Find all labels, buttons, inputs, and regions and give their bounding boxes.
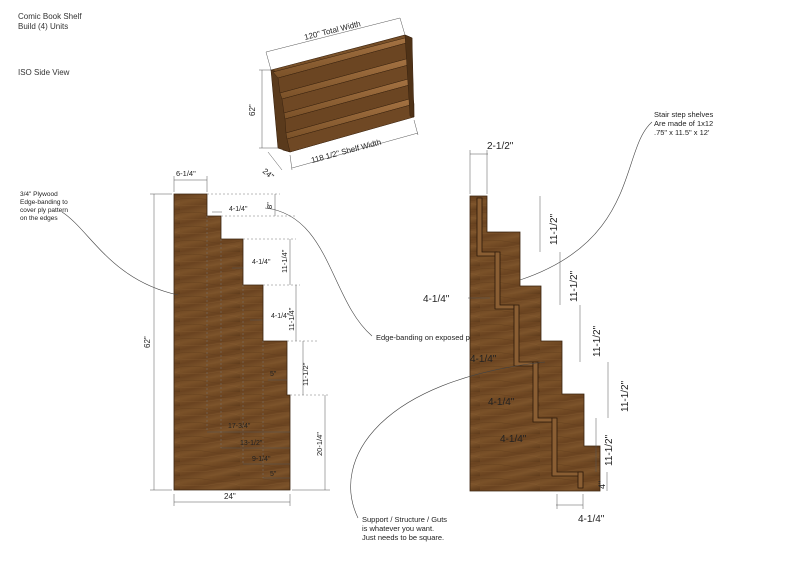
overall-height-label: 62" — [143, 336, 152, 348]
plywood-note-line-3: cover ply pattern — [20, 207, 68, 214]
structure-panel — [469, 195, 601, 492]
view-label: ISO Side View — [18, 68, 70, 77]
shelf-depth-label-4: 4-1/4" — [500, 434, 527, 445]
support-note-leader — [350, 361, 546, 519]
run-17-label: 17-3/4" — [228, 423, 251, 430]
title-line-2: Build (4) Units — [18, 22, 69, 31]
left-side-view: 3/4" Plywood Edge-banding to cover ply p… — [20, 169, 330, 506]
run-13-label: 13-1/2" — [240, 440, 263, 447]
step2-rise-label: 11-1/4" — [280, 249, 289, 273]
bottom-rise-label: 4" — [597, 481, 607, 489]
step4-depth-label: 5" — [270, 371, 277, 378]
support-note: Support / Structure / Guts is whatever y… — [362, 515, 449, 542]
right-side-view: 2-1/2" 11-1/2" 11-1/2" 11-1/2" 11-1/2" 1… — [350, 110, 715, 542]
top-width-label: 6-1/4" — [176, 169, 196, 178]
support-note-line-1: Support / Structure / Guts — [362, 515, 447, 524]
plywood-note-line-2: Edge-banding to — [20, 199, 68, 206]
shelf-depth-label-1: 4-1/4" — [423, 294, 450, 305]
shelf-depth-label-2: 4-1/4" — [470, 354, 497, 365]
run-9-label: 9-1/4" — [252, 456, 271, 463]
support-note-line-3: Just needs to be square. — [362, 533, 444, 542]
bottom-depth-label: 4-1/4" — [578, 514, 605, 525]
title-block: Comic Book Shelf Build (4) Units — [18, 12, 82, 32]
edge-banding-note: Edge-banding on exposed ply edges — [376, 333, 498, 342]
title-line-1: Comic Book Shelf — [18, 12, 82, 21]
support-note-line-2: is whatever you want. — [362, 524, 434, 533]
run-5-label: 5" — [270, 471, 277, 478]
plywood-note-line-4: on the edges — [20, 215, 58, 222]
bottom-width-label: 24" — [224, 492, 236, 501]
rise-label-5: 11-1/2" — [604, 434, 615, 466]
shelf-note-line-3: .75" x 11.5" x 12' — [654, 128, 710, 137]
rise-label-3: 11-1/2" — [592, 325, 603, 357]
base-rise-label: 20-1/4" — [315, 432, 324, 456]
iso-depth: 24" — [261, 167, 276, 182]
shelf-note: Stair step shelves Are made of 1x12 .75"… — [654, 110, 715, 137]
step4-rise-label: 11-1/2" — [301, 362, 310, 386]
rise-label-2: 11-1/2" — [569, 270, 580, 302]
plywood-note: 3/4" Plywood Edge-banding to cover ply p… — [20, 191, 70, 222]
top-lip-label: 2-1/2" — [487, 141, 514, 152]
rise-label-4: 11-1/2" — [620, 380, 631, 412]
shelf-note-leader — [519, 121, 653, 281]
iso-view: 120" Total Width 62" 24" 118 1/2" Shelf … — [248, 17, 419, 182]
plywood-leader — [61, 211, 179, 296]
iso-height: 62" — [248, 104, 257, 116]
shelf-depth-label-3: 4-1/4" — [488, 397, 515, 408]
shelf-note-line-1: Stair step shelves — [654, 110, 713, 119]
shelf-boards — [476, 197, 584, 489]
step1-depth-label: 4-1/4" — [229, 206, 248, 213]
edge-banding-leader — [264, 207, 373, 337]
plywood-note-line-1: 3/4" Plywood — [20, 191, 58, 198]
iso-total-width: 120" Total Width — [303, 19, 361, 42]
step3-rise-label: 11-1/4" — [287, 307, 296, 331]
rise-label-1: 11-1/2" — [549, 213, 560, 245]
shelf-note-line-2: Are made of 1x12 — [654, 119, 713, 128]
step1-rise-label: 8" — [265, 202, 274, 209]
step3-depth-label: 4-1/4" — [271, 313, 290, 320]
side-panel — [173, 193, 291, 491]
step2-depth-label: 4-1/4" — [252, 259, 271, 266]
